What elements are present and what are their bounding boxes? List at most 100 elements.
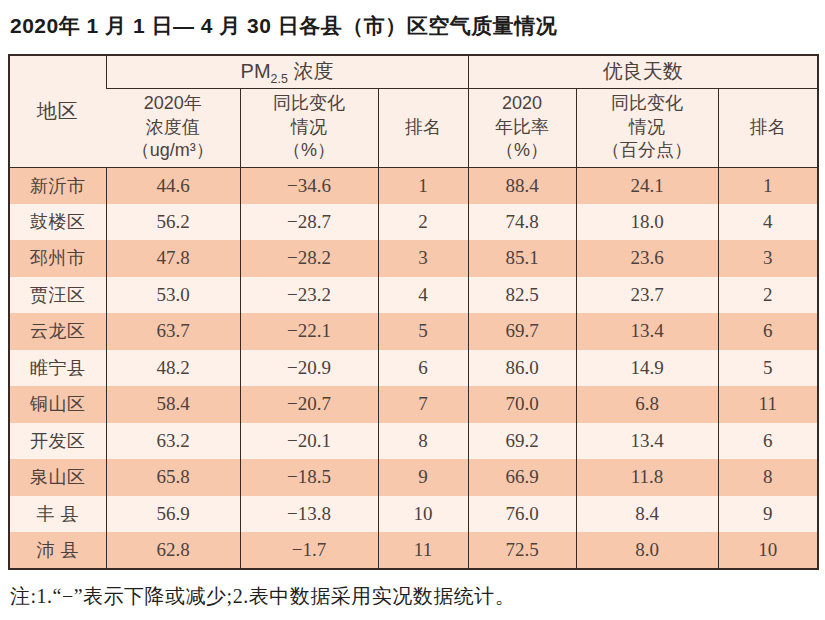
header-group-row: 地区 PM2.5 浓度 优良天数 <box>9 55 818 88</box>
cell-region: 新沂市 <box>9 167 106 204</box>
table-row: 沛 县62.8−1.71172.58.010 <box>9 532 818 569</box>
cell-good-change: 24.1 <box>576 167 718 204</box>
cell-pm-change: −20.1 <box>240 423 378 460</box>
cell-region: 贾汪区 <box>9 277 106 314</box>
cell-pm-rank: 5 <box>378 313 468 350</box>
table-header: 地区 PM2.5 浓度 优良天数 2020年 浓度值 （ug/m³） 同比变化 … <box>9 55 818 167</box>
pm25-subscript: 2.5 <box>271 72 288 86</box>
cell-pm-rank: 11 <box>378 532 468 569</box>
cell-good-rank: 10 <box>718 532 818 569</box>
air-quality-table: 地区 PM2.5 浓度 优良天数 2020年 浓度值 （ug/m³） 同比变化 … <box>8 54 819 570</box>
cell-region: 泉山区 <box>9 459 106 496</box>
cell-pm-change: −18.5 <box>240 459 378 496</box>
cell-pm-value: 63.7 <box>106 313 240 350</box>
col-header-pm-change: 同比变化 情况 （%） <box>240 88 378 167</box>
col-header-good-rank: 排名 <box>718 88 818 167</box>
cell-pm-rank: 8 <box>378 423 468 460</box>
cell-pm-change: −28.7 <box>240 204 378 241</box>
cell-good-ratio: 85.1 <box>468 240 576 277</box>
cell-pm-change: −22.1 <box>240 313 378 350</box>
cell-pm-rank: 9 <box>378 459 468 496</box>
cell-good-rank: 2 <box>718 277 818 314</box>
col-header-region: 地区 <box>9 55 106 167</box>
table-row: 贾汪区53.0−23.2482.523.72 <box>9 277 818 314</box>
pm25-prefix: PM <box>241 60 271 82</box>
cell-good-change: 23.6 <box>576 240 718 277</box>
cell-good-ratio: 72.5 <box>468 532 576 569</box>
cell-pm-change: −28.2 <box>240 240 378 277</box>
table-row: 睢宁县48.2−20.9686.014.95 <box>9 350 818 387</box>
cell-region: 邳州市 <box>9 240 106 277</box>
table-row: 丰 县56.9−13.81076.08.49 <box>9 496 818 533</box>
table-row: 泉山区65.8−18.5966.911.88 <box>9 459 818 496</box>
cell-good-rank: 3 <box>718 240 818 277</box>
cell-good-change: 23.7 <box>576 277 718 314</box>
page-title: 2020年 1 月 1 日— 4 月 30 日各县（市）区空气质量情况 <box>10 12 817 40</box>
cell-good-ratio: 86.0 <box>468 350 576 387</box>
cell-good-change: 18.0 <box>576 204 718 241</box>
page: 2020年 1 月 1 日— 4 月 30 日各县（市）区空气质量情况 地区 P… <box>0 0 825 620</box>
cell-pm-value: 56.2 <box>106 204 240 241</box>
cell-region: 丰 县 <box>9 496 106 533</box>
cell-good-change: 6.8 <box>576 386 718 423</box>
header-sub-row: 2020年 浓度值 （ug/m³） 同比变化 情况 （%） 排名 2020 年比… <box>9 88 818 167</box>
cell-pm-rank: 6 <box>378 350 468 387</box>
cell-pm-change: −20.9 <box>240 350 378 387</box>
cell-good-rank: 1 <box>718 167 818 204</box>
cell-pm-change: −23.2 <box>240 277 378 314</box>
cell-region: 铜山区 <box>9 386 106 423</box>
col-group-pm25: PM2.5 浓度 <box>106 55 468 88</box>
cell-good-change: 11.8 <box>576 459 718 496</box>
cell-pm-change: −20.7 <box>240 386 378 423</box>
cell-good-rank: 9 <box>718 496 818 533</box>
table-row: 铜山区58.4−20.7770.06.811 <box>9 386 818 423</box>
cell-pm-change: −13.8 <box>240 496 378 533</box>
cell-good-ratio: 69.2 <box>468 423 576 460</box>
cell-good-ratio: 82.5 <box>468 277 576 314</box>
cell-good-rank: 11 <box>718 386 818 423</box>
cell-good-ratio: 69.7 <box>468 313 576 350</box>
table-body: 新沂市44.6−34.6188.424.11鼓楼区56.2−28.7274.81… <box>9 167 818 569</box>
footnote: 注:1.“−”表示下降或减少;2.表中数据采用实况数据统计。 <box>10 583 817 610</box>
cell-pm-value: 63.2 <box>106 423 240 460</box>
table-row: 邳州市47.8−28.2385.123.63 <box>9 240 818 277</box>
col-group-good-days: 优良天数 <box>468 55 818 88</box>
cell-region: 鼓楼区 <box>9 204 106 241</box>
col-header-pm-value: 2020年 浓度值 （ug/m³） <box>106 88 240 167</box>
col-header-good-ratio: 2020 年比率 （%） <box>468 88 576 167</box>
col-header-good-change: 同比变化 情况 （百分点） <box>576 88 718 167</box>
cell-good-change: 8.0 <box>576 532 718 569</box>
cell-pm-change: −1.7 <box>240 532 378 569</box>
cell-good-ratio: 76.0 <box>468 496 576 533</box>
cell-pm-rank: 3 <box>378 240 468 277</box>
cell-pm-rank: 2 <box>378 204 468 241</box>
cell-good-change: 14.9 <box>576 350 718 387</box>
cell-good-ratio: 88.4 <box>468 167 576 204</box>
cell-good-rank: 6 <box>718 313 818 350</box>
cell-good-rank: 8 <box>718 459 818 496</box>
cell-good-change: 13.4 <box>576 423 718 460</box>
cell-pm-value: 44.6 <box>106 167 240 204</box>
cell-good-ratio: 70.0 <box>468 386 576 423</box>
col-header-pm-rank: 排名 <box>378 88 468 167</box>
cell-pm-rank: 7 <box>378 386 468 423</box>
cell-pm-rank: 1 <box>378 167 468 204</box>
cell-pm-change: −34.6 <box>240 167 378 204</box>
cell-pm-value: 58.4 <box>106 386 240 423</box>
cell-pm-value: 62.8 <box>106 532 240 569</box>
cell-good-change: 8.4 <box>576 496 718 533</box>
cell-good-rank: 5 <box>718 350 818 387</box>
cell-good-change: 13.4 <box>576 313 718 350</box>
table-row: 鼓楼区56.2−28.7274.818.04 <box>9 204 818 241</box>
pm25-suffix: 浓度 <box>288 60 334 82</box>
cell-pm-value: 53.0 <box>106 277 240 314</box>
cell-good-ratio: 74.8 <box>468 204 576 241</box>
cell-pm-rank: 4 <box>378 277 468 314</box>
cell-pm-rank: 10 <box>378 496 468 533</box>
cell-good-ratio: 66.9 <box>468 459 576 496</box>
cell-region: 睢宁县 <box>9 350 106 387</box>
cell-good-rank: 6 <box>718 423 818 460</box>
table-row: 云龙区63.7−22.1569.713.46 <box>9 313 818 350</box>
cell-pm-value: 56.9 <box>106 496 240 533</box>
cell-region: 沛 县 <box>9 532 106 569</box>
